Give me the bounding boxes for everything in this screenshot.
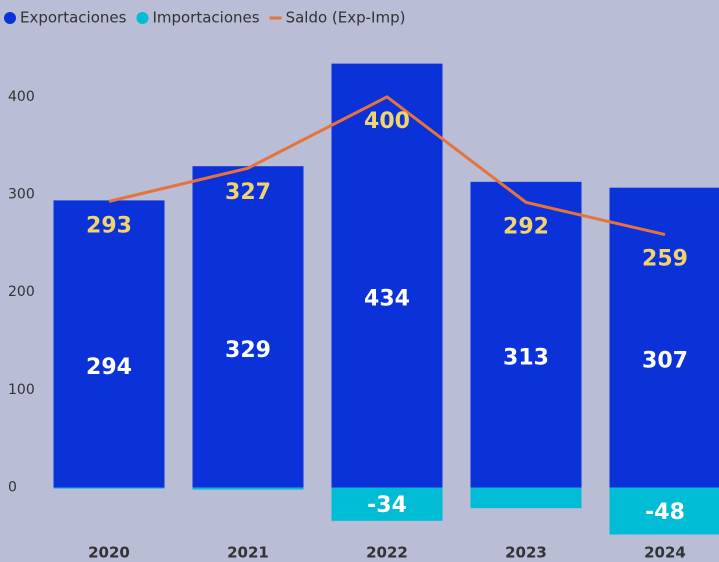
line (108, 95, 666, 237)
bar (609, 187, 719, 488)
bar (470, 181, 582, 488)
x-tick-label: 2022 (366, 544, 408, 562)
data-label: -48 (645, 500, 685, 525)
bar (192, 166, 304, 488)
data-label: -34 (367, 493, 407, 518)
data-label: 293 (86, 213, 132, 238)
x-tick-label: 2023 (505, 544, 547, 562)
legend-swatch (136, 12, 149, 24)
bar (470, 487, 582, 509)
data-label: 307 (642, 349, 688, 374)
data-label: 292 (503, 214, 549, 239)
data-label: 327 (225, 180, 271, 205)
data-label: 294 (86, 355, 132, 380)
legend-label: Saldo (Exp-Imp) (286, 9, 406, 27)
y-tick-label: 400 (8, 89, 35, 105)
data-label: 400 (364, 109, 410, 134)
bar (609, 487, 719, 535)
y-tick-label: 0 (8, 480, 17, 496)
bar (331, 63, 443, 488)
bar (53, 487, 165, 489)
bar (53, 200, 165, 488)
x-tick-label: 2020 (88, 544, 130, 562)
data-label: 434 (364, 287, 410, 312)
x-tick-label: 2024 (644, 544, 686, 562)
legend-swatch (4, 12, 16, 24)
bar (192, 487, 304, 490)
bar (331, 487, 443, 521)
data-label: 259 (642, 247, 688, 272)
data-label: 313 (503, 346, 549, 371)
legend-label: Exportaciones (20, 9, 127, 27)
y-tick-label: 100 (8, 382, 35, 398)
y-tick-label: 200 (8, 284, 35, 300)
legend-label: Importaciones (152, 9, 259, 27)
y-tick-label: 300 (8, 187, 35, 203)
x-tick-label: 2021 (227, 544, 269, 562)
data-label: 329 (225, 338, 271, 363)
